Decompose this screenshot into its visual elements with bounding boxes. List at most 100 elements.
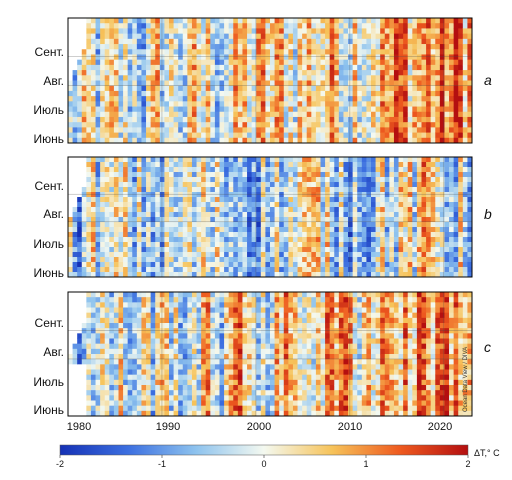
heatmap-cell — [81, 54, 87, 61]
heatmap-cell — [329, 116, 335, 123]
heatmap-cell — [292, 192, 298, 198]
heatmap-cell — [237, 49, 243, 55]
heatmap-cell — [201, 177, 207, 183]
heatmap-cell — [297, 44, 303, 50]
heatmap-cell — [366, 28, 372, 35]
heatmap-cell — [435, 111, 441, 118]
heatmap-cell — [113, 359, 119, 365]
heatmap-cell — [72, 302, 78, 308]
heatmap-cell — [426, 182, 432, 188]
heatmap-cell — [113, 328, 119, 334]
heatmap-cell — [146, 187, 152, 193]
heatmap-cell — [159, 54, 165, 61]
heatmap-cell — [430, 90, 436, 97]
heatmap-cell — [214, 59, 220, 66]
heatmap-cell — [136, 328, 142, 334]
heatmap-cell — [315, 237, 321, 243]
heatmap-cell — [288, 242, 294, 248]
heatmap-cell — [398, 137, 404, 144]
heatmap-cell — [178, 222, 184, 228]
heatmap-cell — [338, 127, 344, 133]
heatmap-cell — [467, 116, 473, 123]
heatmap-cell — [214, 222, 220, 228]
heatmap-cell — [247, 272, 253, 278]
heatmap-cell — [265, 33, 271, 40]
heatmap-cell — [242, 187, 248, 193]
heatmap-cell — [311, 167, 317, 173]
heatmap-cell — [150, 242, 156, 248]
heatmap-cell — [182, 410, 188, 417]
heatmap-cell — [320, 182, 326, 188]
heatmap-cell — [81, 106, 87, 113]
heatmap-cell — [68, 262, 73, 268]
heatmap-cell — [297, 237, 303, 243]
heatmap-cell — [219, 217, 225, 223]
panel-b-frame — [67, 156, 473, 278]
heatmap-cell — [421, 262, 427, 268]
heatmap-cell — [123, 312, 129, 319]
heatmap-cell — [68, 101, 73, 107]
heatmap-cell — [159, 227, 165, 233]
heatmap-cell — [288, 33, 294, 40]
heatmap-cell — [141, 379, 147, 386]
heatmap-cell — [412, 38, 418, 45]
heatmap-cell — [150, 217, 156, 223]
heatmap-cell — [403, 28, 409, 35]
heatmap-cell — [68, 217, 73, 223]
heatmap-cell — [462, 38, 468, 45]
heatmap-cell — [178, 49, 184, 55]
heatmap-cell — [178, 333, 184, 339]
heatmap-cell — [270, 127, 275, 133]
heatmap-cell — [444, 59, 450, 66]
heatmap-cell — [219, 167, 225, 173]
heatmap-cell — [247, 222, 253, 228]
heatmap-cell — [104, 54, 110, 61]
heatmap-cell — [375, 18, 381, 24]
heatmap-cell — [68, 23, 73, 29]
heatmap-cell — [77, 237, 83, 243]
heatmap-cell — [224, 44, 230, 50]
heatmap-cell — [329, 127, 335, 133]
heatmap-cell — [302, 122, 308, 128]
heatmap-cell — [292, 132, 298, 139]
heatmap-cell — [164, 111, 170, 118]
heatmap-cell — [352, 222, 358, 228]
heatmap-cell — [113, 312, 119, 319]
heatmap-cell — [311, 96, 317, 102]
heatmap-cell — [233, 222, 239, 228]
heatmap-cell — [421, 162, 427, 168]
heatmap-cell — [127, 101, 133, 107]
heatmap-cell — [233, 64, 239, 71]
heatmap-cell — [150, 354, 156, 360]
heatmap-cell — [380, 90, 386, 97]
heatmap-cell — [141, 222, 147, 228]
heatmap-cell — [315, 59, 321, 66]
heatmap-cell — [127, 312, 133, 319]
heatmap-cell — [384, 217, 390, 223]
heatmap-cell — [196, 18, 202, 24]
heatmap-cell — [270, 267, 275, 273]
heatmap-cell — [403, 101, 409, 107]
heatmap-cell — [169, 18, 174, 24]
heatmap-cell — [178, 379, 184, 386]
heatmap-cell — [380, 262, 386, 268]
heatmap-cell — [242, 202, 248, 208]
heatmap-cell — [136, 59, 142, 66]
heatmap-cell — [279, 44, 285, 50]
heatmap-cell — [127, 75, 133, 81]
heatmap-cell — [393, 59, 399, 66]
heatmap-cell — [77, 80, 83, 87]
heatmap-cell — [72, 247, 78, 253]
heatmap-cell — [251, 207, 257, 213]
heatmap-cell — [237, 217, 243, 223]
heatmap-cell — [467, 217, 473, 223]
heatmap-cell — [458, 23, 464, 29]
heatmap-cell — [164, 379, 170, 386]
heatmap-cell — [348, 28, 354, 35]
heatmap-cell — [219, 202, 225, 208]
heatmap-cell — [150, 207, 156, 213]
heatmap-cell — [320, 96, 326, 102]
heatmap-cell — [155, 338, 161, 345]
heatmap-cell — [182, 212, 188, 218]
heatmap-cell — [237, 101, 243, 107]
